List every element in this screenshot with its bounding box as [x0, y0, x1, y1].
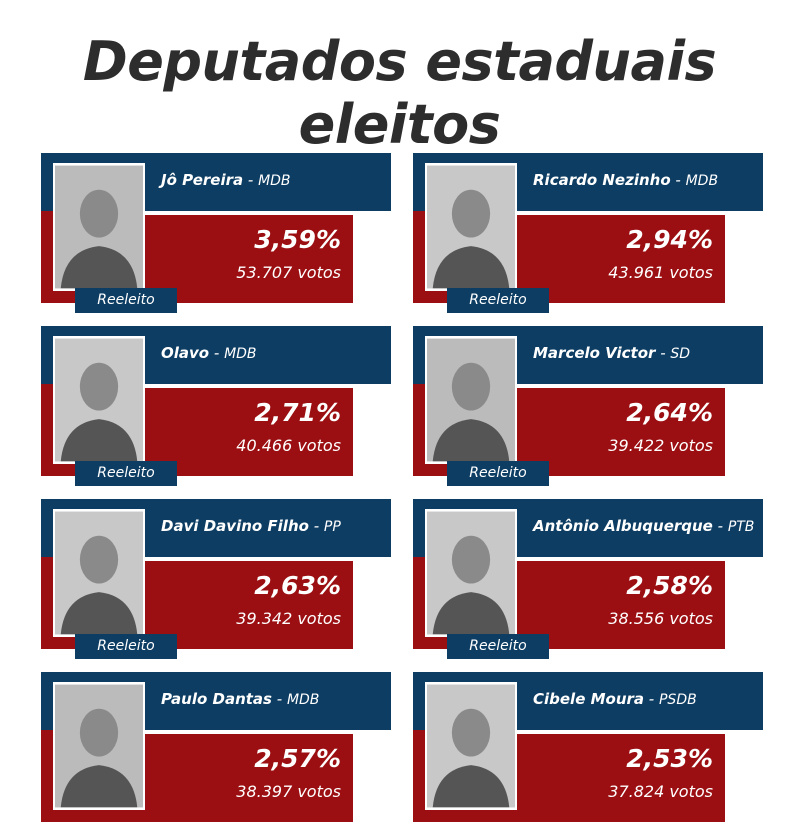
vote-percent: 2,64% [626, 398, 713, 427]
candidate-photo [53, 682, 145, 810]
vote-percent: 2,53% [626, 744, 713, 773]
vote-percent: 2,94% [626, 225, 713, 254]
party: MDB [224, 346, 257, 362]
vote-count: 40.466 votos [236, 436, 341, 455]
candidate-card: Jô Pereira - MDB 3,59% 53.707 votos Reel… [41, 153, 391, 315]
candidate-card: Olavo - MDB 2,71% 40.466 votos Reeleito [41, 326, 391, 488]
candidate-name: Cibele Moura - PSDB [533, 690, 697, 708]
reelected-badge: Reeleito [75, 634, 177, 659]
party: MDB [286, 692, 320, 708]
vote-count: 38.556 votos [608, 609, 713, 628]
candidate-photo [53, 163, 145, 291]
party: MDB [685, 173, 719, 189]
candidate-name: Paulo Dantas - MDB [161, 690, 320, 708]
candidate-card: Antônio Albuquerque - PTB 2,58% 38.556 v… [413, 499, 763, 661]
party: SD [670, 346, 691, 362]
vote-count: 53.707 votos [236, 263, 341, 282]
vote-count: 39.422 votos [608, 436, 713, 455]
vote-count: 43.961 votos [608, 263, 713, 282]
reelected-badge: Reeleito [447, 461, 549, 486]
candidate-photo [425, 682, 517, 810]
party: PSDB [658, 692, 697, 708]
candidate-name: Ricardo Nezinho - MDB [533, 171, 719, 189]
page-title: Deputados estaduais eleitos [82, 30, 717, 156]
vote-percent: 3,59% [254, 225, 341, 254]
vote-count: 38.397 votos [236, 782, 341, 801]
candidate-card: Paulo Dantas - MDB 2,57% 38.397 votos [41, 672, 391, 834]
candidate-card: Davi Davino Filho - PP 2,63% 39.342 voto… [41, 499, 391, 661]
candidate-name: Marcelo Victor - SD [533, 344, 691, 362]
candidate-photo [53, 336, 145, 464]
vote-count: 39.342 votos [236, 609, 341, 628]
candidate-card: Cibele Moura - PSDB 2,53% 37.824 votos [413, 672, 763, 834]
candidate-photo [425, 509, 517, 637]
vote-count: 37.824 votos [608, 782, 713, 801]
vote-percent: 2,58% [626, 571, 713, 600]
candidate-card: Ricardo Nezinho - MDB 2,94% 43.961 votos… [413, 153, 763, 315]
candidate-photo [425, 163, 517, 291]
party: MDB [258, 173, 291, 189]
vote-percent: 2,57% [254, 744, 341, 773]
candidate-name: Olavo - MDB [161, 344, 257, 362]
reelected-badge: Reeleito [447, 634, 549, 659]
candidate-card: Marcelo Victor - SD 2,64% 39.422 votos R… [413, 326, 763, 488]
reelected-badge: Reeleito [447, 288, 549, 313]
candidate-name: Antônio Albuquerque - PTB [533, 517, 755, 535]
party: PP [323, 519, 341, 535]
vote-percent: 2,71% [254, 398, 341, 427]
vote-percent: 2,63% [254, 571, 341, 600]
candidate-name: Jô Pereira - MDB [161, 171, 291, 189]
candidate-photo [425, 336, 517, 464]
candidate-photo [53, 509, 145, 637]
party: PTB [727, 519, 755, 535]
candidate-name: Davi Davino Filho - PP [161, 517, 341, 535]
reelected-badge: Reeleito [75, 461, 177, 486]
reelected-badge: Reeleito [75, 288, 177, 313]
